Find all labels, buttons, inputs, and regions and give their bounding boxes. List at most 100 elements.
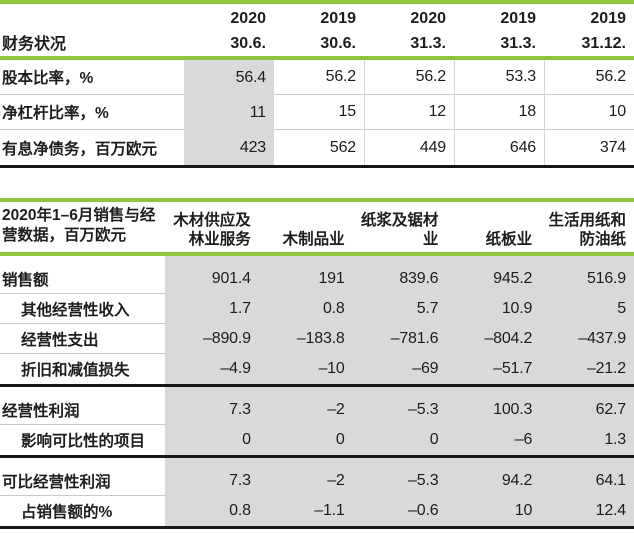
row-label: 销售额 — [0, 264, 165, 294]
segment-header-line: 业 — [422, 231, 439, 248]
table-section-1: 经营性利润 7.3 –2 –5.3 100.3 62.7 影响可比性的项目 0 0 0 –6 1.3 — [0, 387, 634, 458]
cell-value: 449 — [364, 130, 454, 165]
cell-value: 15 — [274, 95, 364, 130]
cell-value: 516.9 — [586, 270, 626, 287]
cell-value: 56.4 — [184, 60, 274, 95]
cell-value: –6 — [514, 431, 533, 448]
period-date: 31.12. — [581, 35, 626, 52]
table-row: 经营性支出 –890.9 –183.8 –781.6 –804.2 –437.9 — [0, 324, 634, 354]
segment-column-header-1: 木制品业 — [259, 202, 353, 252]
period-date: 30.6. — [320, 35, 356, 52]
cell-value: –5.3 — [408, 472, 439, 489]
cell-value: –804.2 — [484, 330, 533, 347]
cell-value: –437.9 — [578, 330, 626, 347]
cell-value: –10 — [318, 360, 345, 377]
period-year: 2020 — [410, 10, 446, 27]
cell-value: 10 — [544, 95, 634, 130]
cell-value: 5 — [617, 300, 626, 317]
period-date: 31.3. — [500, 35, 536, 52]
period-column-header-0: 2020 30.6. — [184, 4, 274, 56]
period-column-header-2: 2020 31.3. — [364, 4, 454, 56]
cell-value: 5.7 — [416, 300, 439, 317]
period-column-header-1: 2019 30.6. — [274, 4, 364, 56]
cell-value: 1.3 — [604, 431, 626, 448]
cell-value: 56.2 — [274, 60, 364, 95]
cell-value: –4.9 — [220, 360, 251, 377]
period-year: 2020 — [230, 10, 266, 27]
cell-value: 191 — [318, 270, 345, 287]
cell-value: 12.4 — [595, 502, 627, 519]
table-section-2: 可比经营性利润 7.3 –2 –5.3 94.2 64.1 占销售额的% 0.8 –1.1 –0.… — [0, 458, 634, 526]
segment-column-header-3: 纸板业 — [446, 202, 540, 252]
cell-value: 100.3 — [493, 401, 533, 418]
cell-value: 839.6 — [399, 270, 439, 287]
table-row: 销售额 901.4 191 839.6 945.2 516.9 — [0, 256, 634, 294]
row-label: 股本比率，% — [0, 60, 184, 95]
segment-header-line: 木制品业 — [282, 231, 345, 248]
cell-value: 0.8 — [229, 502, 251, 519]
cell-value: –69 — [412, 360, 439, 377]
cell-value: –183.8 — [296, 330, 345, 347]
cell-value: 0 — [242, 431, 251, 448]
row-label: 有息净债务，百万欧元 — [2, 140, 158, 158]
table-section-0: 销售额 901.4 191 839.6 945.2 516.9 其他经营性收入 1.7 0.8 5… — [0, 256, 634, 387]
cell-value: –890.9 — [203, 330, 251, 347]
period-year: 2019 — [590, 10, 626, 27]
cell-value: 423 — [184, 130, 274, 165]
table-row: 影响可比性的项目 0 0 0 –6 1.3 — [0, 425, 634, 455]
cell-value: –5.3 — [408, 401, 439, 418]
sales-operating-body: 销售额 901.4 191 839.6 945.2 516.9 其他经营性收入 1.7 0.8 5… — [0, 256, 634, 529]
cell-value: 945.2 — [493, 270, 533, 287]
table-row: 占销售额的% 0.8 –1.1 –0.6 10 12.4 — [0, 496, 634, 526]
segment-header-line: 纸板业 — [485, 231, 533, 248]
row-label: 可比经营性利润 — [0, 466, 165, 496]
cell-value: –781.6 — [390, 330, 439, 347]
row-label: 其他经营性收入 — [0, 294, 165, 324]
table-row: 净杠杆比率，% 11 15 12 18 10 — [0, 95, 634, 130]
period-date: 31.3. — [410, 35, 446, 52]
table-row: 其他经营性收入 1.7 0.8 5.7 10.9 5 — [0, 294, 634, 324]
cell-value: 901.4 — [211, 270, 251, 287]
cell-value: 18 — [454, 95, 544, 130]
cell-value: –2 — [327, 472, 345, 489]
period-date: 30.6. — [230, 35, 266, 52]
cell-value: –2 — [327, 401, 345, 418]
cell-value: 1.7 — [229, 300, 251, 317]
segment-column-header-4: 生活用纸和 防油纸 — [540, 202, 634, 252]
segment-header-line: 木材供应及 — [173, 212, 251, 229]
segment-column-header-0: 木材供应及 林业服务 — [165, 202, 259, 252]
cell-value: 64.1 — [595, 472, 627, 489]
segment-header-line: 生活用纸和 — [548, 212, 626, 229]
cell-value: 53.3 — [454, 60, 544, 95]
period-year: 2019 — [320, 10, 356, 27]
cell-value: 94.2 — [501, 472, 533, 489]
cell-value: 0.8 — [322, 300, 345, 317]
cell-value: 0 — [335, 431, 345, 448]
table-row: 股本比率，% 56.4 56.2 56.2 53.3 56.2 — [0, 60, 634, 95]
table-row: 经营性利润 7.3 –2 –5.3 100.3 62.7 — [0, 387, 634, 425]
period-column-header-3: 2019 31.3. — [454, 4, 544, 56]
sales-operating-header-row: 2020年1–6月销售与经 营数据，百万欧元 木材供应及 林业服务木制品业 纸浆及锯… — [0, 198, 634, 256]
cell-value: 7.3 — [229, 472, 251, 489]
sales-operating-title: 2020年1–6月销售与经 营数据，百万欧元 — [0, 202, 165, 252]
row-label: 经营性支出 — [0, 324, 165, 354]
cell-value: 10.9 — [501, 300, 533, 317]
cell-value: 11 — [184, 95, 274, 130]
row-label: 折旧和减值损失 — [21, 362, 130, 379]
period-year: 2019 — [500, 10, 536, 27]
row-label: 占销售额的% — [21, 504, 113, 521]
sales-operating-title-line1: 2020年1–6月销售与经 — [2, 207, 156, 224]
segment-column-header-2: 纸浆及锯材业 — [353, 202, 447, 252]
table-row: 有息净债务，百万欧元 423 562 449 646 374 — [0, 130, 634, 165]
cell-value: –21.2 — [586, 360, 626, 377]
cell-value: –51.7 — [493, 360, 533, 377]
financial-status-header-row: 财务状况 2020 30.6. 2019 30.6. 2020 31.3. 2019 31.3… — [0, 0, 634, 60]
financial-status-title: 财务状况 — [2, 36, 67, 53]
cell-value: 10 — [514, 502, 533, 519]
sales-operating-title-line2: 营数据，百万欧元 — [2, 227, 127, 244]
cell-value: 374 — [544, 130, 634, 165]
cell-value: 7.3 — [229, 401, 251, 418]
cell-value: 56.2 — [544, 60, 634, 95]
period-column-header-4: 2019 31.12. — [544, 4, 634, 56]
